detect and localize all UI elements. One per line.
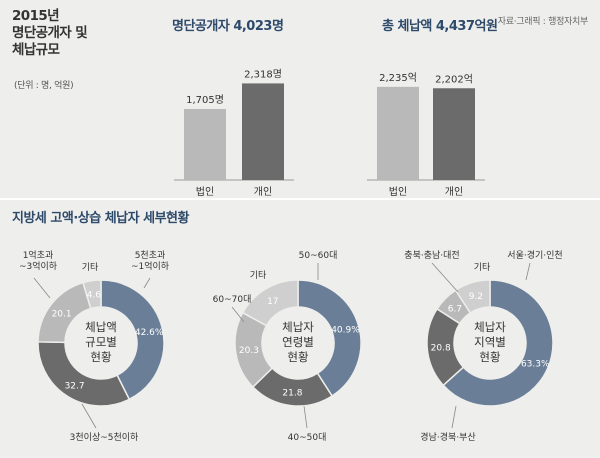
donut-1-center-label-3: 현황 xyxy=(90,350,112,364)
donut-3-slice-4 xyxy=(454,279,491,314)
donut-1-center-label-1: 체납액 xyxy=(85,320,117,334)
bar-chart-1-bar-1 xyxy=(184,108,226,180)
donut-2-category-label-1: 50~60대 xyxy=(299,250,338,261)
donut-1-category-label-2: 3천이상~5천이하 xyxy=(70,432,139,443)
bar-chart-1-value-label-1: 1,705명 xyxy=(186,94,224,106)
donut-3-center-label-3: 현황 xyxy=(479,350,501,364)
source-credit: 자료·그래픽 : 행정자치부 xyxy=(497,17,589,27)
donut-3-category-label-4: 기타 xyxy=(474,262,491,273)
donut-2-category-label-4: 기타 xyxy=(250,270,267,281)
bar-chart-1-category-label-2: 개인 xyxy=(254,186,272,198)
bar-chart-2-bar-1 xyxy=(377,86,419,180)
donut-2-slice-4 xyxy=(241,279,299,327)
donut-3-value-label-2: 20.8 xyxy=(431,344,451,354)
donut-3-category-label-2: 경남·경북·부산 xyxy=(420,431,475,443)
donut-1-leader-1 xyxy=(143,277,151,289)
bar-chart-2-bar-2 xyxy=(433,88,475,180)
title-line-3: 체납규모 xyxy=(12,42,60,58)
donut-3-leader-3 xyxy=(431,262,459,293)
donut-2-slice-1 xyxy=(297,279,362,398)
donut-3-center-label-1: 체납자 xyxy=(474,320,506,334)
donut-1-slice-4 xyxy=(82,279,102,310)
donut-2-value-label-4: 17 xyxy=(267,297,278,307)
donut-1-value-label-1: 42.6% xyxy=(135,328,164,338)
donut-1-center-label-2: 규모별 xyxy=(85,335,117,349)
donut-2-value-label-3: 20.3 xyxy=(239,346,259,356)
donut-1-value-label-4: 4.6 xyxy=(87,291,102,301)
donut-3-leader-1 xyxy=(525,262,531,281)
donut-2-value-label-2: 21.8 xyxy=(282,389,302,399)
donut-2-center-label-3: 현황 xyxy=(287,350,309,364)
bar-chart-2-value-label-1: 2,235억 xyxy=(379,72,417,84)
donut-3-value-label-4: 9.2 xyxy=(469,292,483,302)
page-title: 2015년 명단공개자 및 체납규모 xyxy=(12,8,88,59)
unit-label: (단위 : 명, 억원) xyxy=(14,81,74,91)
donut-1-category-label-3-line-1: 1억초과 xyxy=(23,249,54,261)
bar-chart-1-category-label-1: 법인 xyxy=(196,186,214,198)
donut-1-value-label-3: 20.1 xyxy=(52,310,72,320)
donut-1-leader-3 xyxy=(33,277,51,299)
donut-2-leader-2 xyxy=(303,405,308,429)
donut-3-category-label-1: 서울·경기·인천 xyxy=(507,249,562,261)
bar-chart-1-value-label-2: 2,318명 xyxy=(244,68,282,80)
donut-1-category-label-3-line-2: ~3억이하 xyxy=(19,260,58,272)
donut-1-slice-1 xyxy=(100,279,165,401)
bar-chart-2-value-label-2: 2,202억 xyxy=(435,73,473,85)
donut-2-center-label-2: 연령별 xyxy=(282,335,314,349)
donut-3-center-label-2: 지역별 xyxy=(474,335,506,349)
donut-3-category-label-3: 충북·충남·대전 xyxy=(404,250,459,261)
donut-2-leader-3 xyxy=(231,306,245,323)
title-line-2: 명단공개자 및 xyxy=(12,25,88,41)
donut-3-leader-2 xyxy=(451,405,457,429)
bar-chart-2-title: 총 체납액 4,437억원 xyxy=(382,19,498,34)
donut-1-category-label-1-line-2: ~1억이하 xyxy=(131,260,170,272)
bar-chart-1-bar-2 xyxy=(242,83,284,180)
bar-chart-2-category-label-2: 개인 xyxy=(445,186,463,198)
donut-1-value-label-2: 32.7 xyxy=(65,381,85,391)
donut-2-category-label-2: 40~50대 xyxy=(288,432,327,443)
section-divider xyxy=(0,198,600,200)
donut-2-value-label-1: 40.9% xyxy=(331,326,360,336)
title-line-1: 2015년 xyxy=(12,8,60,24)
donut-1-category-label-1-line-1: 5천초과 xyxy=(135,250,166,261)
donut-3-value-label-3: 6.7 xyxy=(448,305,462,315)
donut-3-slice-1 xyxy=(442,279,554,407)
bar-chart-2-category-label-1: 법인 xyxy=(389,186,407,198)
donut-1-leader-2 xyxy=(81,403,97,429)
donut-2-center-label-1: 체납자 xyxy=(282,320,314,334)
bar-chart-1-title: 명단공개자 4,023명 xyxy=(172,19,284,34)
donut-3-value-label-1: 63.3% xyxy=(521,360,550,370)
donut-1-category-label-4: 기타 xyxy=(82,262,99,273)
section-title: 지방세 고액·상습 체납자 세부현황 xyxy=(12,211,189,226)
donut-2-category-label-3: 60~70대 xyxy=(213,294,252,305)
donut-1-slice-2 xyxy=(37,341,131,407)
